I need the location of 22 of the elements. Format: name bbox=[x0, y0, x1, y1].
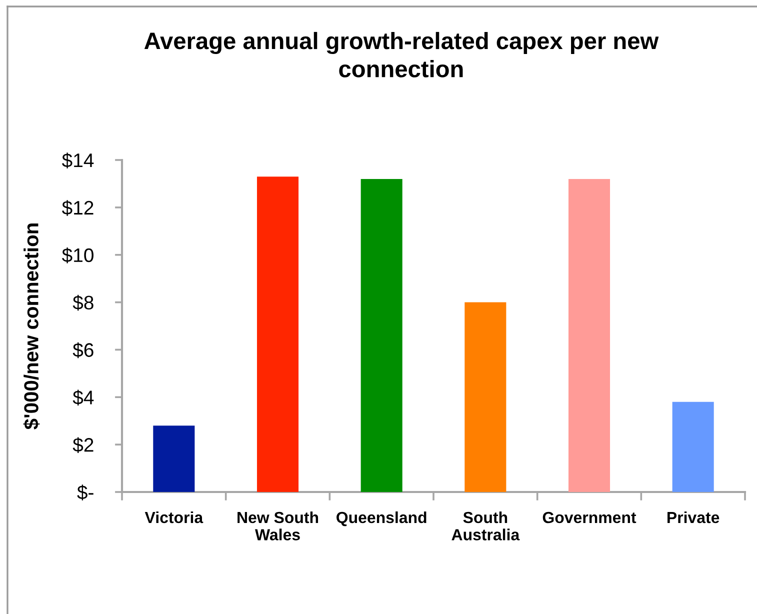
y-tick-label: $6 bbox=[72, 342, 94, 358]
x-tick-label: South Australia bbox=[452, 511, 520, 540]
y-tick-label: $12 bbox=[62, 200, 94, 216]
bar bbox=[568, 178, 610, 492]
bar bbox=[153, 426, 195, 492]
x-tick-label: Government bbox=[542, 512, 636, 524]
bar bbox=[360, 178, 402, 492]
y-tick-label: $4 bbox=[72, 390, 94, 406]
y-tick-label: $2 bbox=[72, 437, 94, 453]
y-axis-title: $'000/new connection bbox=[23, 224, 40, 430]
bar bbox=[672, 402, 714, 492]
y-tick-label: $14 bbox=[62, 152, 94, 168]
bar bbox=[464, 302, 506, 492]
x-tick-label: Victoria bbox=[144, 511, 204, 524]
chart-title: Average annual growth-related capex per new connection bbox=[144, 32, 659, 78]
y-tick-label: $10 bbox=[62, 248, 94, 264]
x-tick-label: Private bbox=[668, 511, 720, 524]
y-tick-label: $8 bbox=[72, 294, 94, 311]
x-tick-label: Queensland bbox=[336, 511, 426, 526]
y-tick-label: $- bbox=[77, 484, 94, 500]
x-tick-label: New South Wales bbox=[238, 511, 318, 540]
bar bbox=[256, 176, 299, 492]
